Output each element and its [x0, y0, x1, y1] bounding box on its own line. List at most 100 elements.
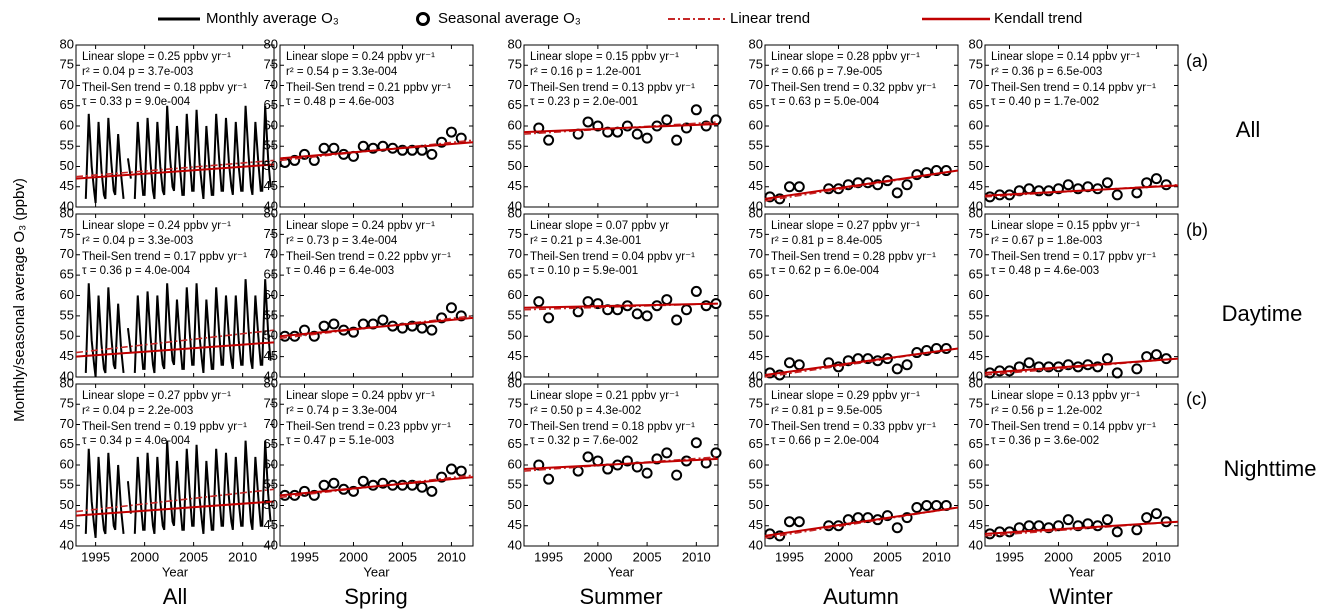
y-tick-label: 40	[969, 537, 983, 552]
row-label: Daytime	[1222, 301, 1303, 326]
y-tick-label: 70	[749, 246, 763, 261]
annotation: Theil-Sen trend = 0.23 ppbv yr⁻¹	[286, 421, 451, 433]
annotation: Theil-Sen trend = 0.14 ppbv yr⁻¹	[991, 82, 1156, 94]
y-tick-label: 50	[60, 328, 74, 343]
annotation: r² = 0.04 p = 3.7e-003	[82, 66, 193, 78]
kendall-trend	[75, 163, 275, 180]
y-tick-label: 45	[508, 517, 522, 532]
seasonal-point	[1111, 367, 1123, 379]
annotation: Linear slope = 0.14 ppbv yr⁻¹	[991, 51, 1140, 63]
annotation: Linear slope = 0.24 ppbv yr⁻¹	[82, 220, 231, 232]
x-axis-label: Year	[608, 564, 635, 579]
y-tick-label: 70	[60, 246, 74, 261]
row-tag: (a)	[1186, 51, 1208, 71]
kendall-trend	[764, 506, 959, 537]
column-title: Summer	[579, 584, 662, 609]
seasonal-point	[328, 142, 340, 154]
column-title: Winter	[1049, 584, 1113, 609]
y-tick-label: 75	[969, 226, 983, 241]
annotation: r² = 0.21 p = 4.3e-001	[530, 235, 641, 247]
annotation: Theil-Sen trend = 0.21 ppbv yr⁻¹	[286, 82, 451, 94]
y-tick-label: 80	[969, 205, 983, 220]
annotation: Theil-Sen trend = 0.28 ppbv yr⁻¹	[771, 251, 936, 263]
annotation: r² = 0.66 p = 7.9e-005	[771, 66, 882, 78]
plot-frame	[523, 213, 719, 378]
column-title: All	[163, 584, 187, 609]
annotation: r² = 0.73 p = 3.4e-004	[286, 235, 398, 247]
y-tick-label: 60	[749, 117, 763, 132]
x-tick-label: 2000	[583, 549, 612, 564]
seasonal-point	[680, 304, 692, 316]
kendall-trend	[764, 169, 959, 200]
y-tick-label: 50	[969, 328, 983, 343]
y-tick-label: 60	[508, 456, 522, 471]
x-tick-label: 2005	[1093, 549, 1122, 564]
annotation: τ = 0.33 p = 9.0e-004	[82, 96, 191, 108]
seasonal-point	[1150, 349, 1162, 361]
y-tick-label: 60	[969, 117, 983, 132]
annotation: Linear slope = 0.25 ppbv yr⁻¹	[82, 51, 231, 63]
annotation: Linear slope = 0.15 ppbv yr⁻¹	[991, 220, 1140, 232]
annotation: τ = 0.36 p = 3.6e-002	[991, 435, 1099, 447]
y-tick-label: 65	[508, 436, 522, 451]
y-tick-label: 45	[969, 517, 983, 532]
annotation: r² = 0.81 p = 9.5e-005	[771, 405, 882, 417]
seasonal-point	[1043, 185, 1055, 197]
y-tick-label: 80	[749, 36, 763, 51]
y-tick-label: 60	[60, 287, 74, 302]
y-tick-label: 55	[969, 307, 983, 322]
annotation: Theil-Sen trend = 0.17 ppbv yr⁻¹	[82, 251, 247, 263]
seasonal-point	[445, 126, 457, 138]
annotation: τ = 0.62 p = 6.0e-004	[771, 265, 880, 277]
seasonal-point	[426, 485, 438, 497]
seasonal-point	[891, 363, 903, 375]
y-tick-label: 70	[508, 77, 522, 92]
seasonal-point	[631, 308, 643, 320]
seasonal-point	[940, 342, 952, 354]
y-tick-label: 45	[749, 348, 763, 363]
x-tick-label: 2000	[1044, 549, 1073, 564]
kendall-trend	[984, 184, 1179, 197]
y-tick-label: 40	[749, 368, 763, 383]
y-tick-label: 80	[60, 36, 74, 51]
annotation: Theil-Sen trend = 0.13 ppbv yr⁻¹	[530, 82, 695, 94]
y-tick-label: 60	[264, 117, 278, 132]
seasonal-point	[426, 148, 438, 160]
y-tick-label: 80	[264, 205, 278, 220]
annotation: Theil-Sen trend = 0.04 ppbv yr⁻¹	[530, 251, 695, 263]
y-tick-label: 60	[264, 287, 278, 302]
annotation: Linear slope = 0.13 ppbv yr⁻¹	[991, 390, 1140, 402]
y-tick-label: 75	[264, 57, 278, 72]
seasonal-point	[357, 140, 369, 152]
y-tick-label: 75	[264, 226, 278, 241]
annotation: Linear slope = 0.21 ppbv yr⁻¹	[530, 390, 679, 402]
y-tick-label: 65	[264, 436, 278, 451]
seasonal-point	[445, 302, 457, 314]
annotation: τ = 0.36 p = 4.0e-004	[82, 265, 191, 277]
y-tick-label: 50	[264, 158, 278, 173]
y-tick-label: 40	[749, 198, 763, 213]
y-tick-label: 45	[60, 517, 74, 532]
seasonal-point	[1023, 357, 1035, 369]
y-tick-label: 60	[749, 287, 763, 302]
y-tick-label: 55	[264, 138, 278, 153]
linear-trend	[279, 139, 474, 162]
y-tick-label: 70	[969, 77, 983, 92]
y-tick-label: 75	[508, 226, 522, 241]
annotation: r² = 0.50 p = 4.3e-002	[530, 405, 641, 417]
annotation: τ = 0.66 p = 2.0e-004	[771, 435, 880, 447]
annotation: Linear slope = 0.29 ppbv yr⁻¹	[771, 390, 920, 402]
y-tick-label: 40	[969, 198, 983, 213]
seasonal-point	[318, 479, 330, 491]
seasonal-point	[671, 134, 683, 146]
y-tick-label: 40	[749, 537, 763, 552]
seasonal-point	[1023, 183, 1035, 195]
y-tick-label: 45	[969, 348, 983, 363]
seasonal-point	[690, 437, 702, 449]
x-tick-label: 2000	[130, 549, 159, 564]
y-tick-label: 80	[508, 36, 522, 51]
y-tick-label: 80	[749, 375, 763, 390]
y-tick-label: 60	[508, 117, 522, 132]
annotation: Linear slope = 0.27 ppbv yr⁻¹	[771, 220, 920, 232]
